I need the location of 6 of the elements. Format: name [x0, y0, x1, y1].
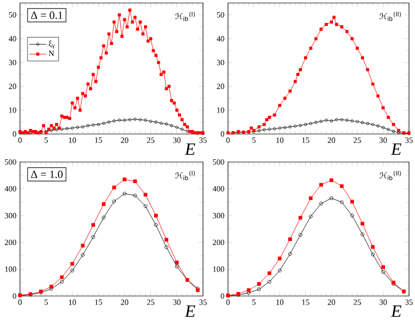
annotation: Δ = 0.1 — [31, 12, 62, 19]
annotation: Δ = 1.0 — [31, 170, 63, 178]
x-axis-title: E — [184, 306, 196, 317]
x-axis-title: E — [184, 144, 196, 155]
x-axis-title: E — [390, 306, 402, 317]
x-axis-title: E — [390, 144, 402, 155]
